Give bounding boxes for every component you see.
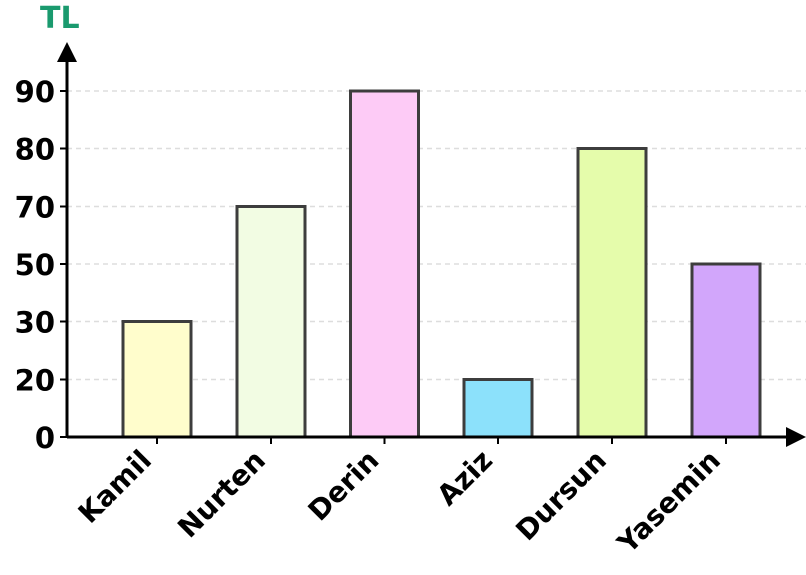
bar [690,262,762,439]
y-tick-label: 70 [15,191,55,225]
y-tick-labels: 0 20 30 50 70 80 90 [15,75,67,455]
y-axis-arrow-icon [57,42,77,62]
bar [349,89,420,439]
x-tick-label: Nurten [171,444,272,545]
x-tick-label: Derin [302,444,386,528]
y-tick-label: 50 [15,248,55,282]
x-tick-label: Yasemin [610,444,727,561]
x-tick-label: Kamil [72,444,158,530]
y-tick-label: 80 [15,133,55,167]
y-tick-label: 30 [15,306,55,340]
bar [576,147,648,439]
y-tick-label: 90 [15,75,55,109]
axes [57,42,806,447]
x-tick-label: Dursun [509,444,613,548]
y-tick-label: 20 [15,364,55,398]
bar [121,320,193,439]
bar [462,378,534,439]
gridlines [67,90,806,381]
x-tick-label: Aziz [430,444,499,513]
x-axis-arrow-icon [786,427,806,447]
bar [235,205,307,439]
y-tick-label: 0 [35,421,55,455]
y-axis-label: TL [40,1,80,36]
